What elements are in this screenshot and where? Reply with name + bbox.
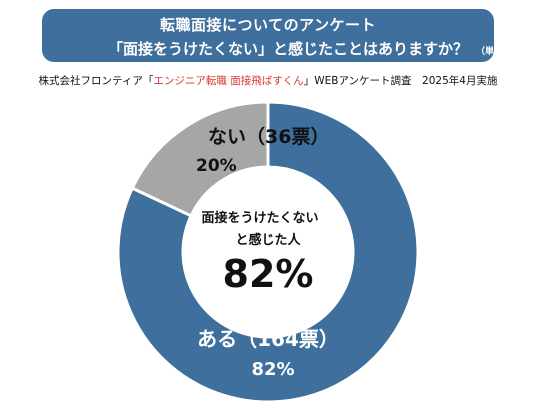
slice-label-yes: ある（164票）: [197, 327, 339, 351]
answer-type-note: （単一回答）: [476, 47, 531, 57]
donut-slice-0: [116, 100, 420, 402]
title-question: 「面接をうけたくない」と感じたことはありますか？: [108, 40, 469, 58]
center-label-line-1: 面接をうけたくない: [201, 210, 318, 226]
survey-source: 株式会社フロンティア「エンジニア転職 面接飛ばすくん」WEBアンケート調査 20…: [0, 73, 536, 88]
center-label-line-2: と感じた人: [235, 232, 301, 248]
slice-percent-no: 20%: [196, 156, 237, 176]
donut-slices: [116, 100, 420, 402]
center-value: 82%: [223, 252, 314, 296]
source-suffix: 」WEBアンケート調査 2025年4月実施: [303, 75, 498, 87]
title-banner: 転職面接についてのアンケート 「面接をうけたくない」と感じたことはありますか？ （…: [42, 9, 530, 62]
source-prefix: 株式会社フロンティア「: [38, 75, 154, 87]
title-line-1: 転職面接についてのアンケート: [160, 16, 376, 34]
slice-percent-yes: 82%: [251, 359, 294, 380]
title-line-2: 「面接をうけたくない」と感じたことはありますか？ （単一回答）: [108, 38, 530, 59]
donut-slice-1: [130, 100, 270, 218]
slice-label-no: ない（36票）: [208, 125, 329, 148]
source-highlight: エンジニア転職 面接飛ばすくん: [153, 75, 304, 87]
